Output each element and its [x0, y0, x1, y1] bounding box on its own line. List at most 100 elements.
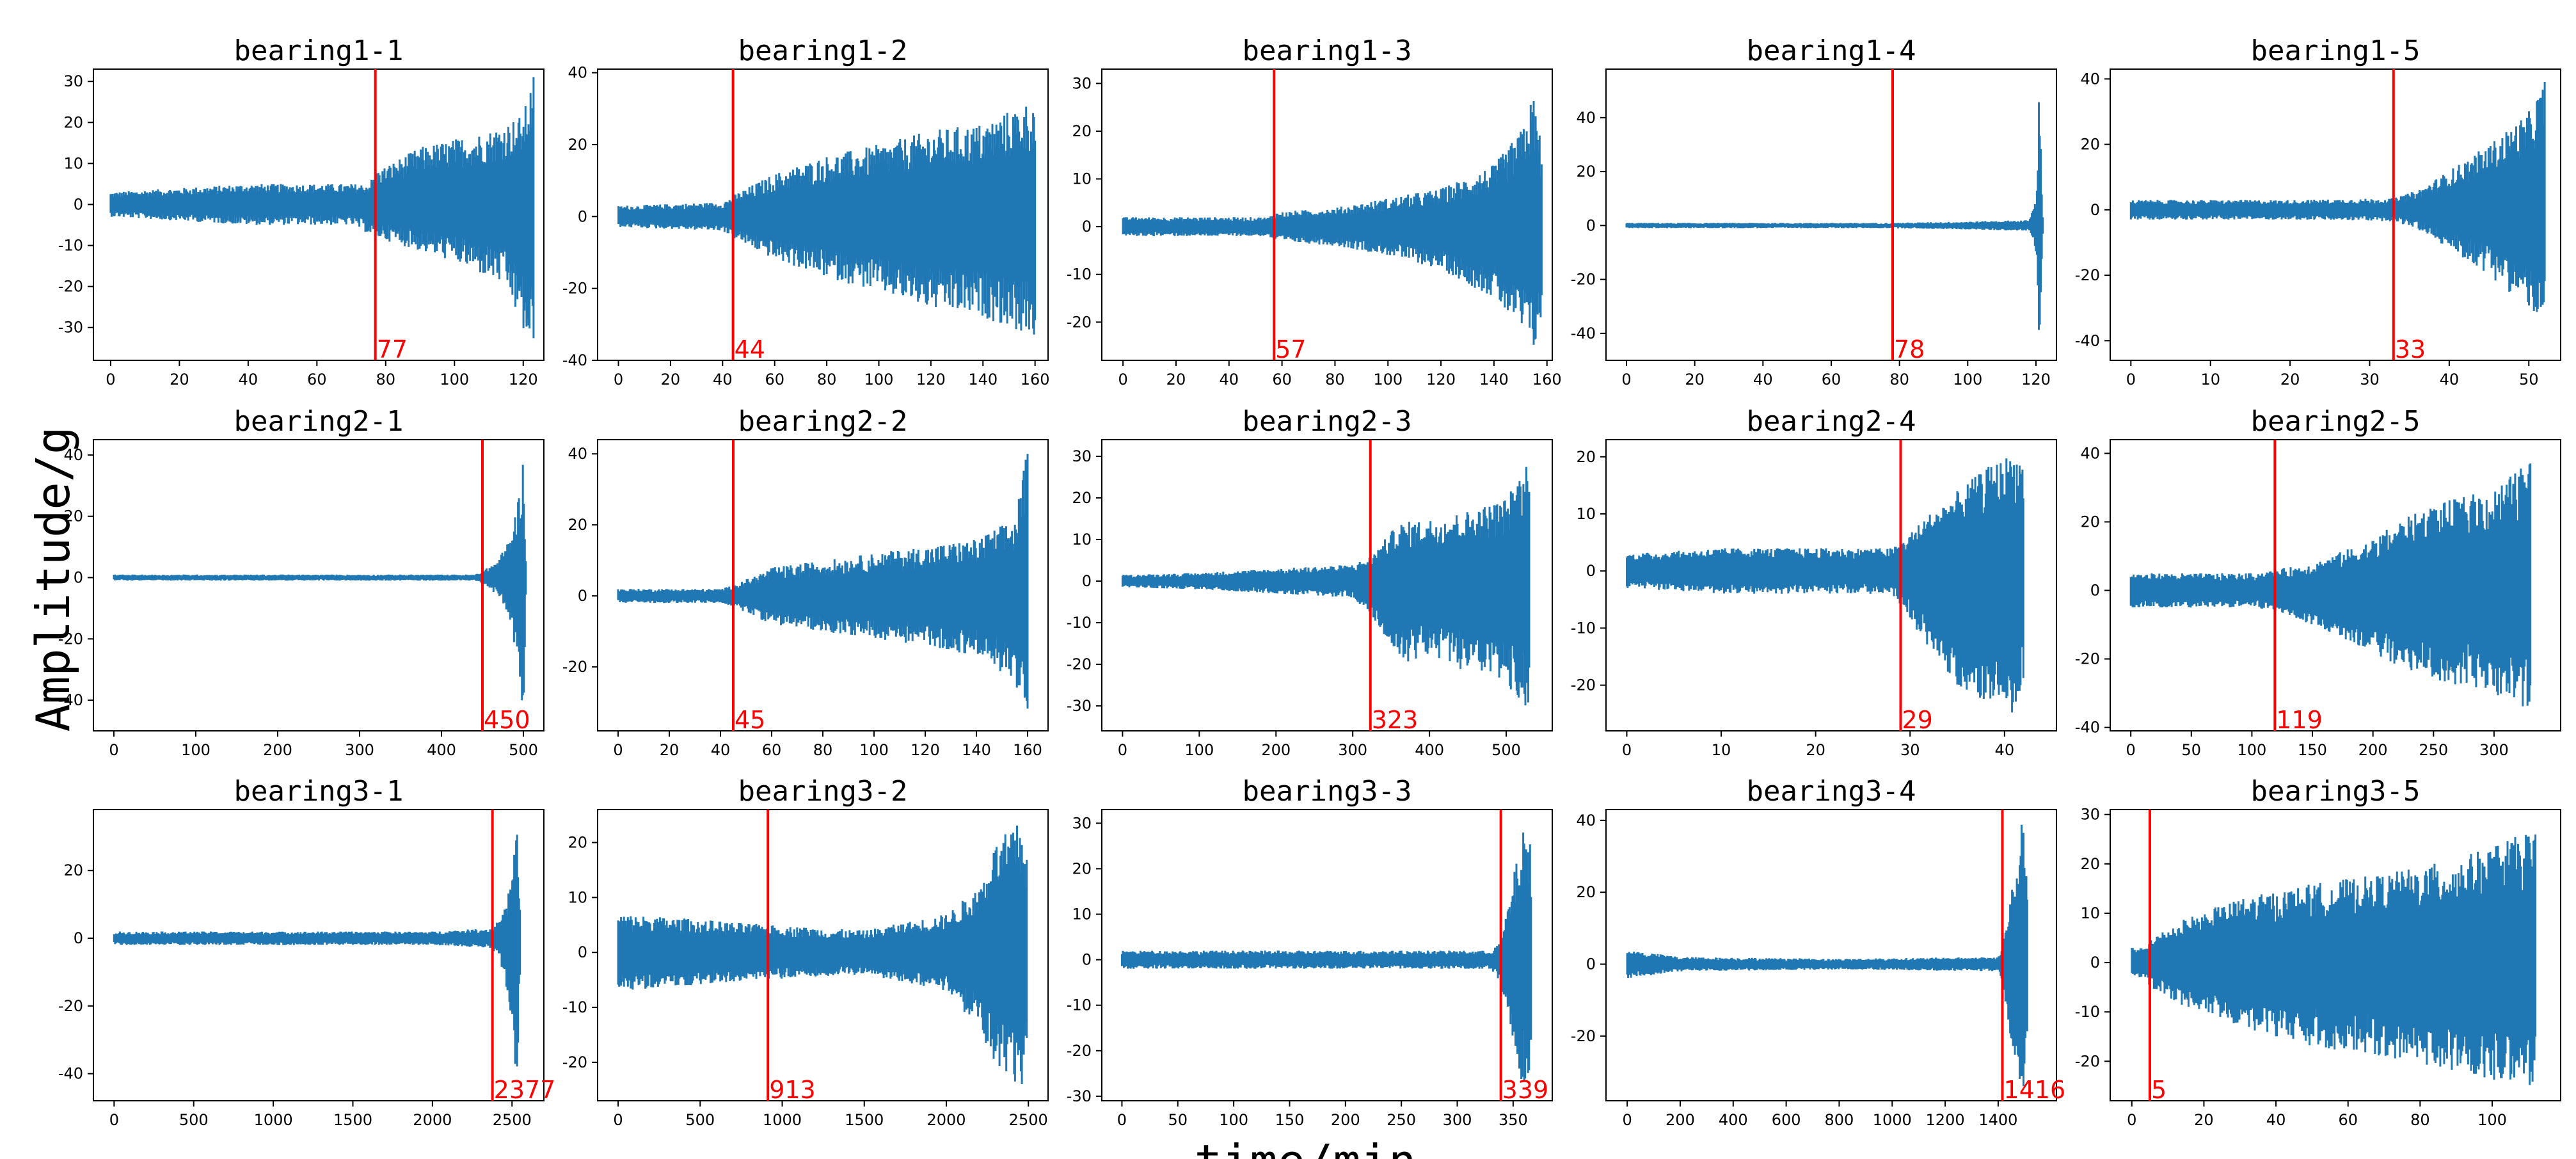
y-tick-label: 30	[2080, 806, 2100, 824]
x-tick-label: 1000	[254, 1111, 293, 1129]
subplot-title: bearing2-3	[1243, 405, 1412, 438]
y-tick-label: 40	[568, 64, 587, 82]
x-tick-label: 200	[2358, 741, 2388, 759]
x-tick-label: 20	[660, 741, 680, 759]
x-tick-label: 100	[2477, 1111, 2507, 1129]
y-tick-label: -40	[2075, 719, 2100, 737]
y-tick-label: 40	[2080, 70, 2100, 88]
fault-marker-label: 77	[377, 335, 408, 364]
subplot-grid: bearing1-10 20 40 60 80 100 120-30-20-10010203…	[58, 35, 2561, 1129]
axes-frame	[1101, 68, 1553, 361]
y-tick-label: -20	[1067, 655, 1092, 673]
x-tick-label: 250	[1387, 1111, 1416, 1129]
x-tick-label: 0	[1621, 371, 1631, 388]
y-tick-label: 20	[568, 834, 587, 852]
y-tick-label: 10	[568, 888, 587, 906]
x-tick-label: 20	[661, 371, 681, 388]
signal-trace	[2129, 82, 2546, 312]
y-tick-label: 0	[1082, 951, 1092, 969]
y-tick-label: 40	[63, 446, 83, 464]
y-tick-label: 20	[2080, 136, 2100, 154]
x-tick-label: 60	[2338, 1111, 2358, 1129]
fault-marker-label: 913	[769, 1076, 816, 1104]
x-tick-label: 350	[1499, 1111, 1528, 1129]
x-tick-label: 50	[2182, 741, 2202, 759]
signal-trace	[617, 454, 1029, 709]
x-tick-label: 20	[2194, 1111, 2214, 1129]
y-tick-label: 20	[1072, 122, 1092, 140]
y-tick-label: 20	[1576, 883, 1596, 901]
x-tick-label: 0	[106, 371, 115, 388]
subplot-bearing1-4: bearing1-4 0 20 40 60 80 100 120 -40 -20 0 20 40 78	[1571, 35, 2057, 388]
fault-marker-label: 450	[484, 706, 530, 734]
x-tick-label: 200	[1261, 741, 1291, 759]
y-tick-label: 30	[63, 72, 83, 90]
y-tick-label: 0	[578, 587, 587, 605]
y-tick-label: 0	[1586, 216, 1596, 234]
y-axis-label: Amplitude/g	[26, 427, 80, 732]
x-tick-label: 100	[1373, 371, 1403, 388]
x-tick-label: 0	[2126, 371, 2136, 388]
x-tick-label: 40	[1995, 741, 2015, 759]
signal-trace	[2131, 834, 2537, 1085]
x-tick-label: 300	[2479, 741, 2509, 759]
y-tick-label: -40	[562, 351, 587, 369]
y-tick-label: -10	[1067, 614, 1092, 632]
x-tick-label: 0	[2127, 1111, 2136, 1129]
vibration-signal	[1625, 102, 2044, 330]
y-tick-label: -30	[1067, 697, 1092, 715]
x-tick-label: 20	[1806, 741, 1825, 759]
x-tick-label: 60	[307, 371, 327, 388]
x-tick-label: 1400	[1978, 1111, 2017, 1129]
x-tick-label: 300	[345, 741, 374, 759]
x-tick-label: 2500	[493, 1111, 532, 1129]
vibration-signal	[2129, 82, 2546, 312]
y-tick-label: -40	[1571, 324, 1596, 342]
y-tick-label: -20	[1571, 271, 1596, 289]
x-tick-label: 120	[1426, 371, 1456, 388]
x-tick-label: 120	[910, 741, 940, 759]
subplot-bearing1-5: bearing1-5 0 10 20 30 40 50 -40 -20 0 20 40 33	[2075, 35, 2561, 388]
y-tick-label: 0	[1082, 572, 1092, 590]
x-tick-label: 500	[1491, 741, 1521, 759]
x-tick-label: 140	[968, 371, 998, 388]
y-tick-label: -20	[562, 280, 587, 298]
fault-marker-label: 2377	[494, 1076, 556, 1104]
x-tick-label: 160	[1532, 371, 1562, 388]
fault-marker-label: 119	[2276, 706, 2323, 734]
signal-trace	[2129, 463, 2532, 707]
y-tick-label: 0	[74, 929, 83, 947]
axes-frame	[1605, 68, 2057, 361]
x-tick-label: 600	[1772, 1111, 1801, 1129]
y-tick-label: 10	[1072, 531, 1092, 548]
fault-marker-label: 78	[1894, 335, 1925, 364]
x-tick-label: 40	[239, 371, 258, 388]
x-tick-label: 80	[817, 371, 837, 388]
subplot-title: bearing2-2	[738, 405, 908, 438]
y-tick-label: 30	[1072, 447, 1092, 465]
y-tick-label: 20	[1072, 859, 1092, 877]
y-tick-label: 40	[2080, 444, 2100, 462]
axes-frame	[93, 439, 545, 731]
x-tick-label: 20	[170, 371, 189, 388]
x-tick-label: 120	[916, 371, 946, 388]
signal-trace	[617, 826, 1028, 1084]
subplot-bearing1-3: bearing1-3 0 20 40 60 80 100 120 140 160 -20 -10 0 10…	[1067, 35, 1562, 388]
x-tick-label: 0	[1117, 1111, 1127, 1129]
subplot-bearing3-4: bearing3-4 0 200 400 600 800 1000 1200 1400 -20 0 2…	[1571, 775, 2065, 1129]
y-tick-label: -40	[2075, 332, 2100, 349]
x-tick-label: 1000	[763, 1111, 802, 1129]
fault-marker-label: 323	[1372, 706, 1419, 734]
y-tick-label: 20	[63, 508, 83, 525]
x-tick-label: 200	[1331, 1111, 1360, 1129]
vibration-signal	[1626, 458, 2024, 713]
x-tick-label: 400	[1719, 1111, 1748, 1129]
x-tick-label: 50	[1168, 1111, 1188, 1129]
x-tick-label: 150	[2298, 741, 2327, 759]
x-tick-label: 0	[1622, 1111, 1632, 1129]
x-tick-label: 80	[376, 371, 396, 388]
y-tick-label: 10	[1576, 505, 1596, 523]
x-tick-label: 100	[181, 741, 211, 759]
x-tick-label: 500	[509, 741, 538, 759]
